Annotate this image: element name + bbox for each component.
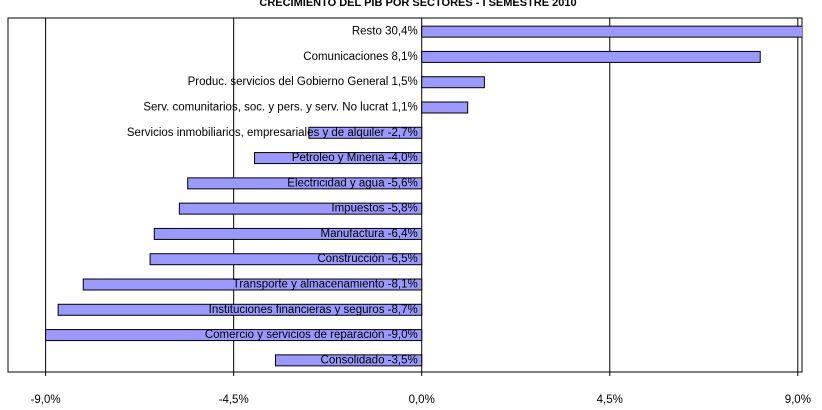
category-label: Manufactura -6,4% <box>321 228 418 240</box>
category-label: Comercio y servicios de reparación -9,0% <box>205 329 418 341</box>
x-tick-label: 4,5% <box>597 394 623 406</box>
bar <box>421 25 802 38</box>
bar <box>149 253 423 266</box>
category-label: Impuestos -5,8% <box>331 203 417 215</box>
category-label: Comunicaciones 8,1% <box>303 51 417 63</box>
bars <box>45 25 802 367</box>
category-label: Serv. comunitarios, soc. y pers. y serv.… <box>143 102 417 114</box>
bar <box>187 177 423 190</box>
bar <box>421 76 485 89</box>
bar <box>274 354 423 367</box>
bar <box>421 50 761 63</box>
category-label: Consolidado -3,5% <box>321 354 418 366</box>
bar <box>254 152 423 165</box>
bar <box>178 202 423 215</box>
category-label: Servicios inmobiliarios, empresariales y… <box>127 127 418 139</box>
labels: -9,0% -4,5% 0,0% 4,5% 9,0% Resto 30,4% Comunic… <box>31 26 811 406</box>
bar <box>308 126 423 139</box>
x-tick-label: -9,0% <box>31 394 61 406</box>
chart-title: CRECIMIENTO DEL PIB POR SECTORES - I SEM… <box>259 0 576 9</box>
plot-frame <box>7 17 803 373</box>
category-label: Petroleo y Mineria -4,0% <box>292 152 418 164</box>
category-label: Electricidad y agua -5,6% <box>287 177 417 189</box>
bar <box>82 278 423 291</box>
bar <box>45 329 423 342</box>
bar <box>153 227 423 240</box>
category-label: Construcción -6,5% <box>317 253 417 265</box>
category-label: Transporte y almacenamiento -8,1% <box>233 279 418 291</box>
x-tick-label: -4,5% <box>219 394 249 406</box>
category-label: Resto 30,4% <box>352 26 418 38</box>
x-tick-label: 9,0% <box>785 394 811 406</box>
category-label: Instituciones financieras y seguros -8,7… <box>209 304 418 316</box>
grid <box>45 18 799 376</box>
bar <box>421 101 469 114</box>
x-tick-label: 0,0% <box>409 394 435 406</box>
category-label: Produc. servicios del Gobierno General 1… <box>188 76 418 88</box>
bar <box>57 303 423 316</box>
